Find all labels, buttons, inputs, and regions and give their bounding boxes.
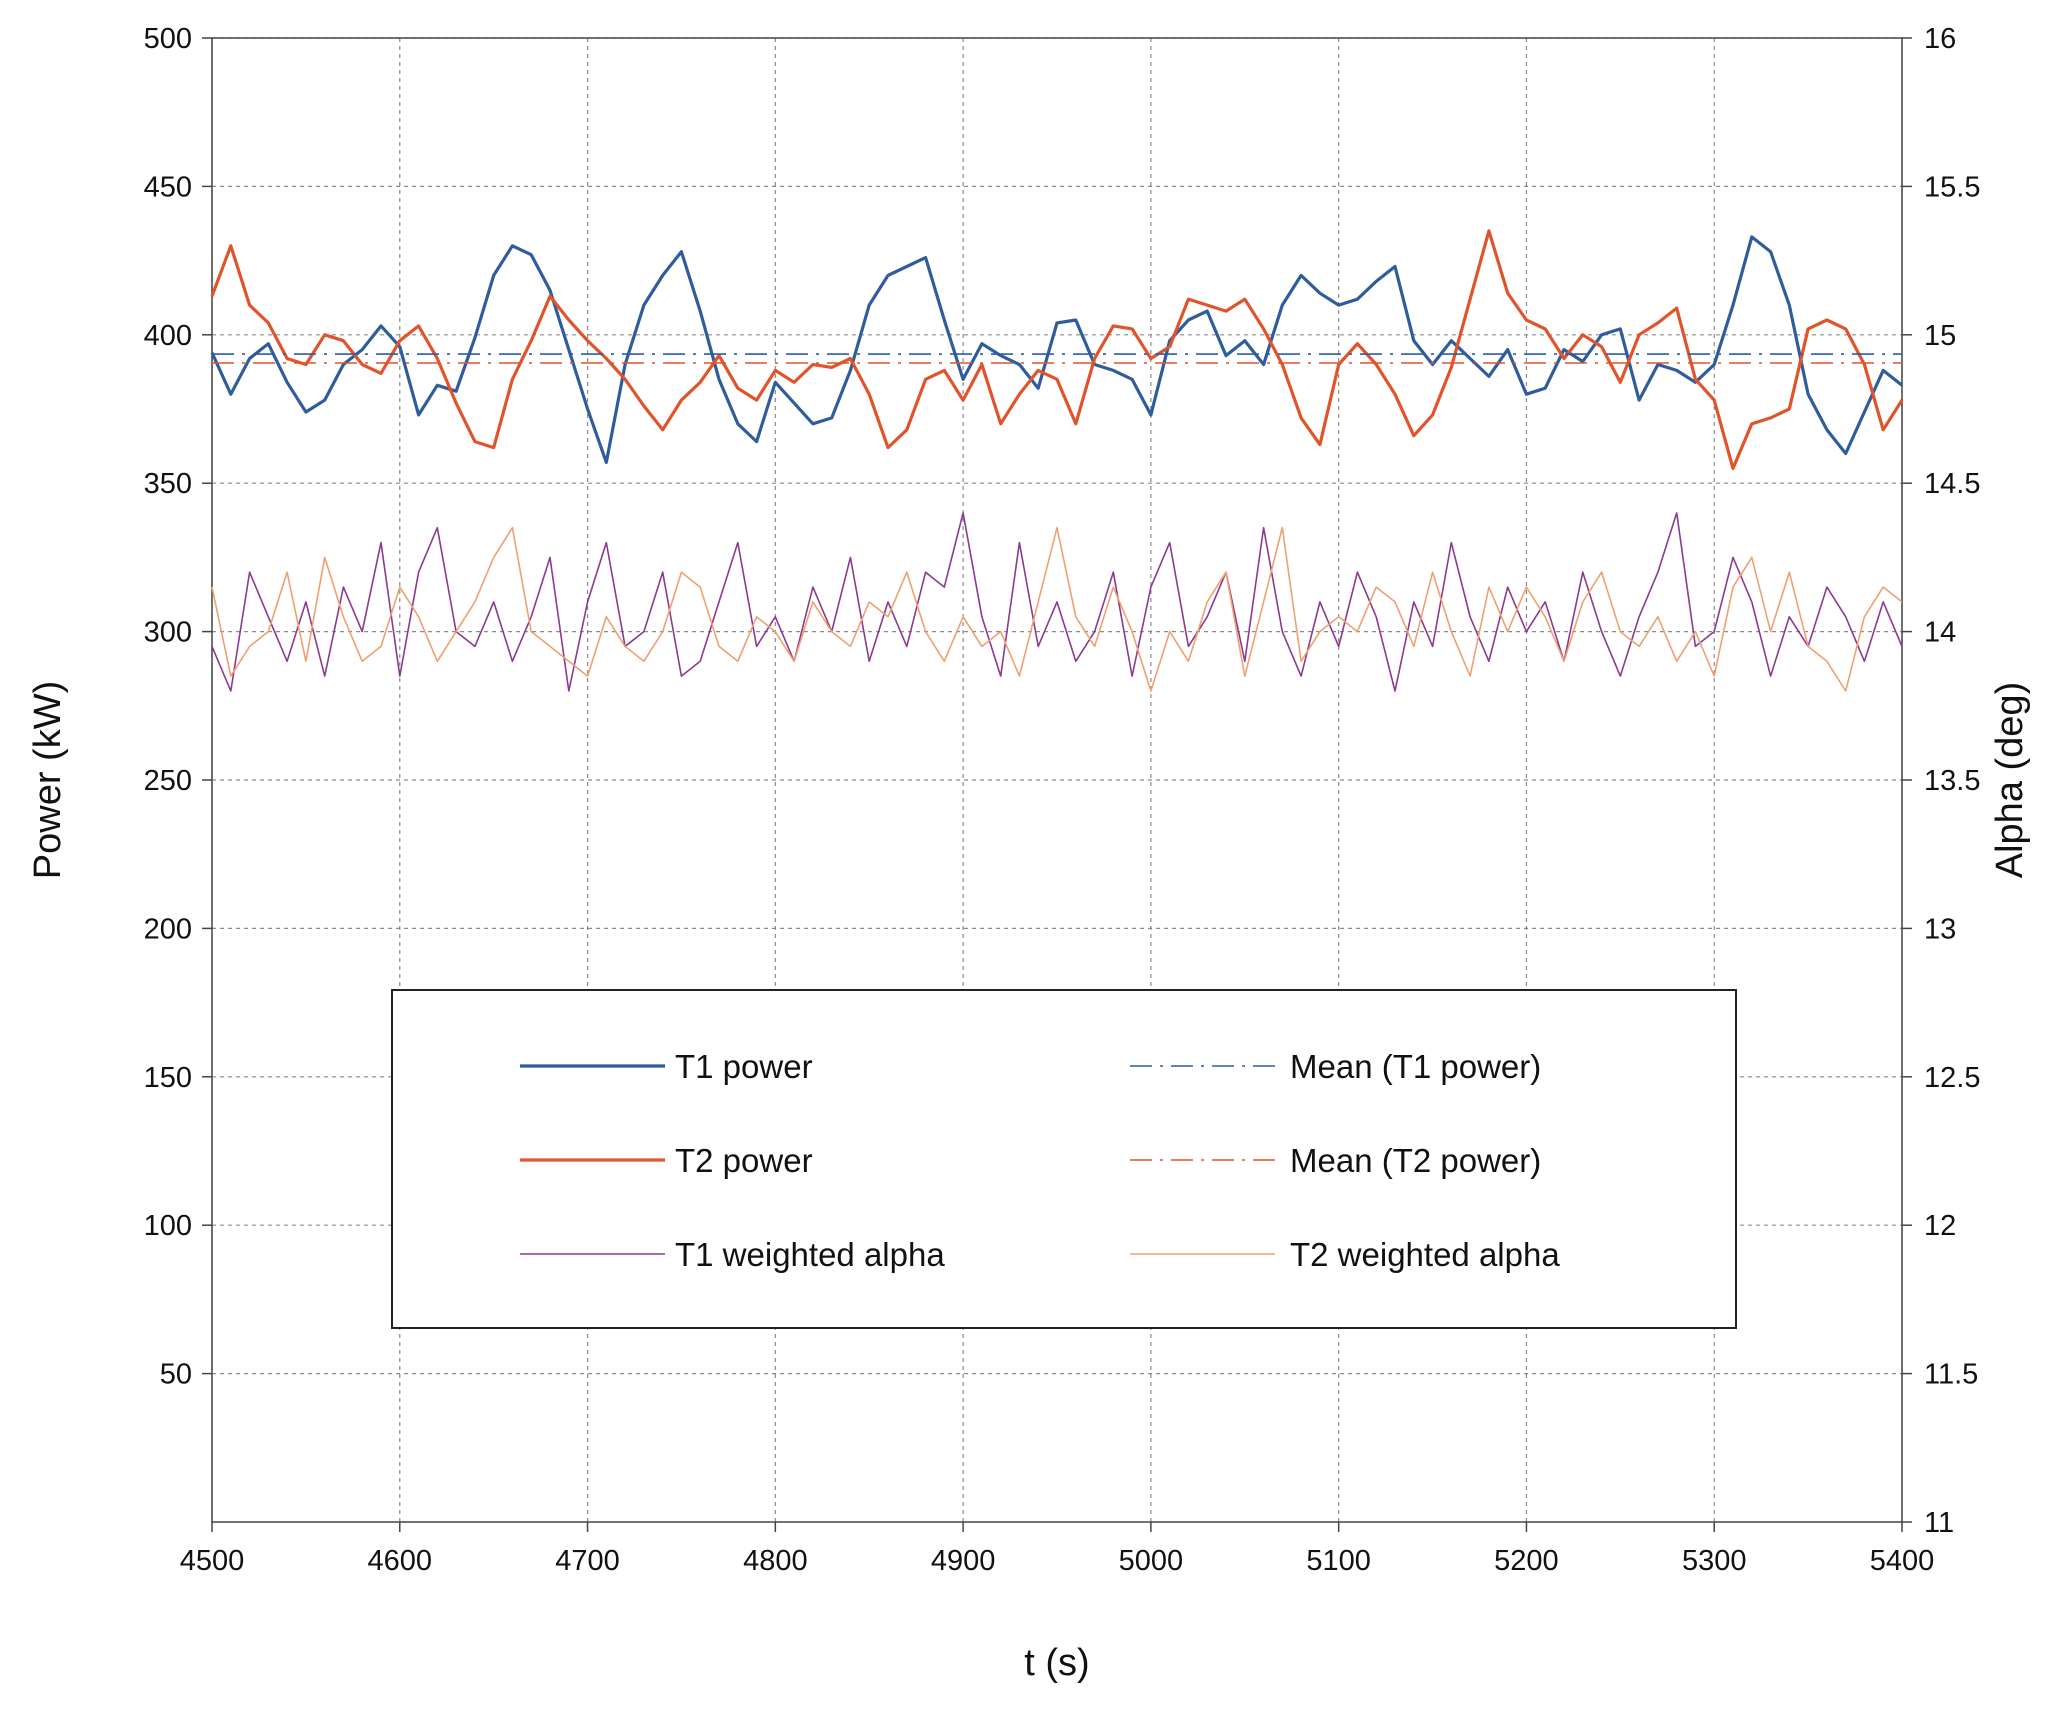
- y2-tick-label: 15.5: [1924, 171, 1980, 203]
- legend-label: Mean (T2 power): [1290, 1142, 1541, 1179]
- y2-tick-label: 13: [1924, 913, 1956, 945]
- series-layer: [210, 229, 1904, 692]
- y-tick-label: 450: [144, 171, 192, 203]
- series-line-t1-power: [210, 235, 1903, 464]
- x-tick-label: 5100: [1306, 1545, 1371, 1577]
- x-axis-label: t (s): [1024, 1642, 1089, 1684]
- y2-tick-label: 12: [1924, 1210, 1956, 1242]
- legend-label: T2 weighted alpha: [1290, 1236, 1560, 1273]
- y-axis-label: Power (kW): [27, 681, 69, 879]
- y-tick-label: 250: [144, 765, 192, 797]
- x-tick-label: 5200: [1494, 1545, 1559, 1577]
- y2-tick-label: 14: [1924, 617, 1956, 649]
- legend-label: Mean (T1 power): [1290, 1048, 1541, 1085]
- series-line-t1-weighted-alpha: [211, 512, 1903, 692]
- y-tick-label: 200: [144, 913, 192, 945]
- y2-tick-label: 11: [1924, 1507, 1954, 1539]
- y2-axis-ticks: 11 11.5 12 12.5 13 13.5 14 14.5 15 15.5 16: [1902, 23, 1980, 1539]
- x-tick-label: 4900: [931, 1545, 996, 1577]
- x-tick-label: 5000: [1119, 1545, 1184, 1577]
- y2-tick-label: 13.5: [1924, 765, 1980, 797]
- x-tick-label: 4600: [368, 1545, 433, 1577]
- y-tick-label: 300: [144, 617, 192, 649]
- legend-label: T1 power: [675, 1048, 813, 1085]
- x-tick-label: 4700: [555, 1545, 620, 1577]
- x-tick-label: 5400: [1870, 1545, 1935, 1577]
- y2-tick-label: 12.5: [1924, 1062, 1980, 1094]
- legend-label: T1 weighted alpha: [675, 1236, 945, 1273]
- legend: T1 power Mean (T1 power) T2 power Mean (T2 …: [391, 989, 1737, 1329]
- y2-tick-label: 16: [1924, 23, 1956, 55]
- x-tick-label: 4800: [743, 1545, 808, 1577]
- legend-label: T2 power: [675, 1142, 813, 1179]
- y-tick-label: 500: [144, 23, 192, 55]
- x-tick-label: 4500: [180, 1545, 245, 1577]
- y-tick-label: 50: [160, 1359, 192, 1391]
- y2-tick-label: 15: [1924, 320, 1956, 352]
- series-line-t2-power: [210, 229, 1904, 470]
- y2-tick-label: 14.5: [1924, 468, 1980, 500]
- y-tick-label: 100: [144, 1210, 192, 1242]
- y2-tick-label: 11.5: [1924, 1359, 1978, 1391]
- y-axis-ticks: 50 100 150 200 250 300 350 400 450 500: [144, 23, 212, 1391]
- y-tick-label: 400: [144, 320, 192, 352]
- x-axis-ticks: 4500 4600 4700 4800 4900 5000 5100 5200 5300 5400: [180, 1522, 1935, 1577]
- x-tick-label: 5300: [1682, 1545, 1747, 1577]
- y-tick-label: 150: [144, 1062, 192, 1094]
- y-tick-label: 350: [144, 468, 192, 500]
- y2-axis-label: Alpha (deg): [1989, 682, 2031, 878]
- series-line-t2-weighted-alpha: [211, 526, 1903, 692]
